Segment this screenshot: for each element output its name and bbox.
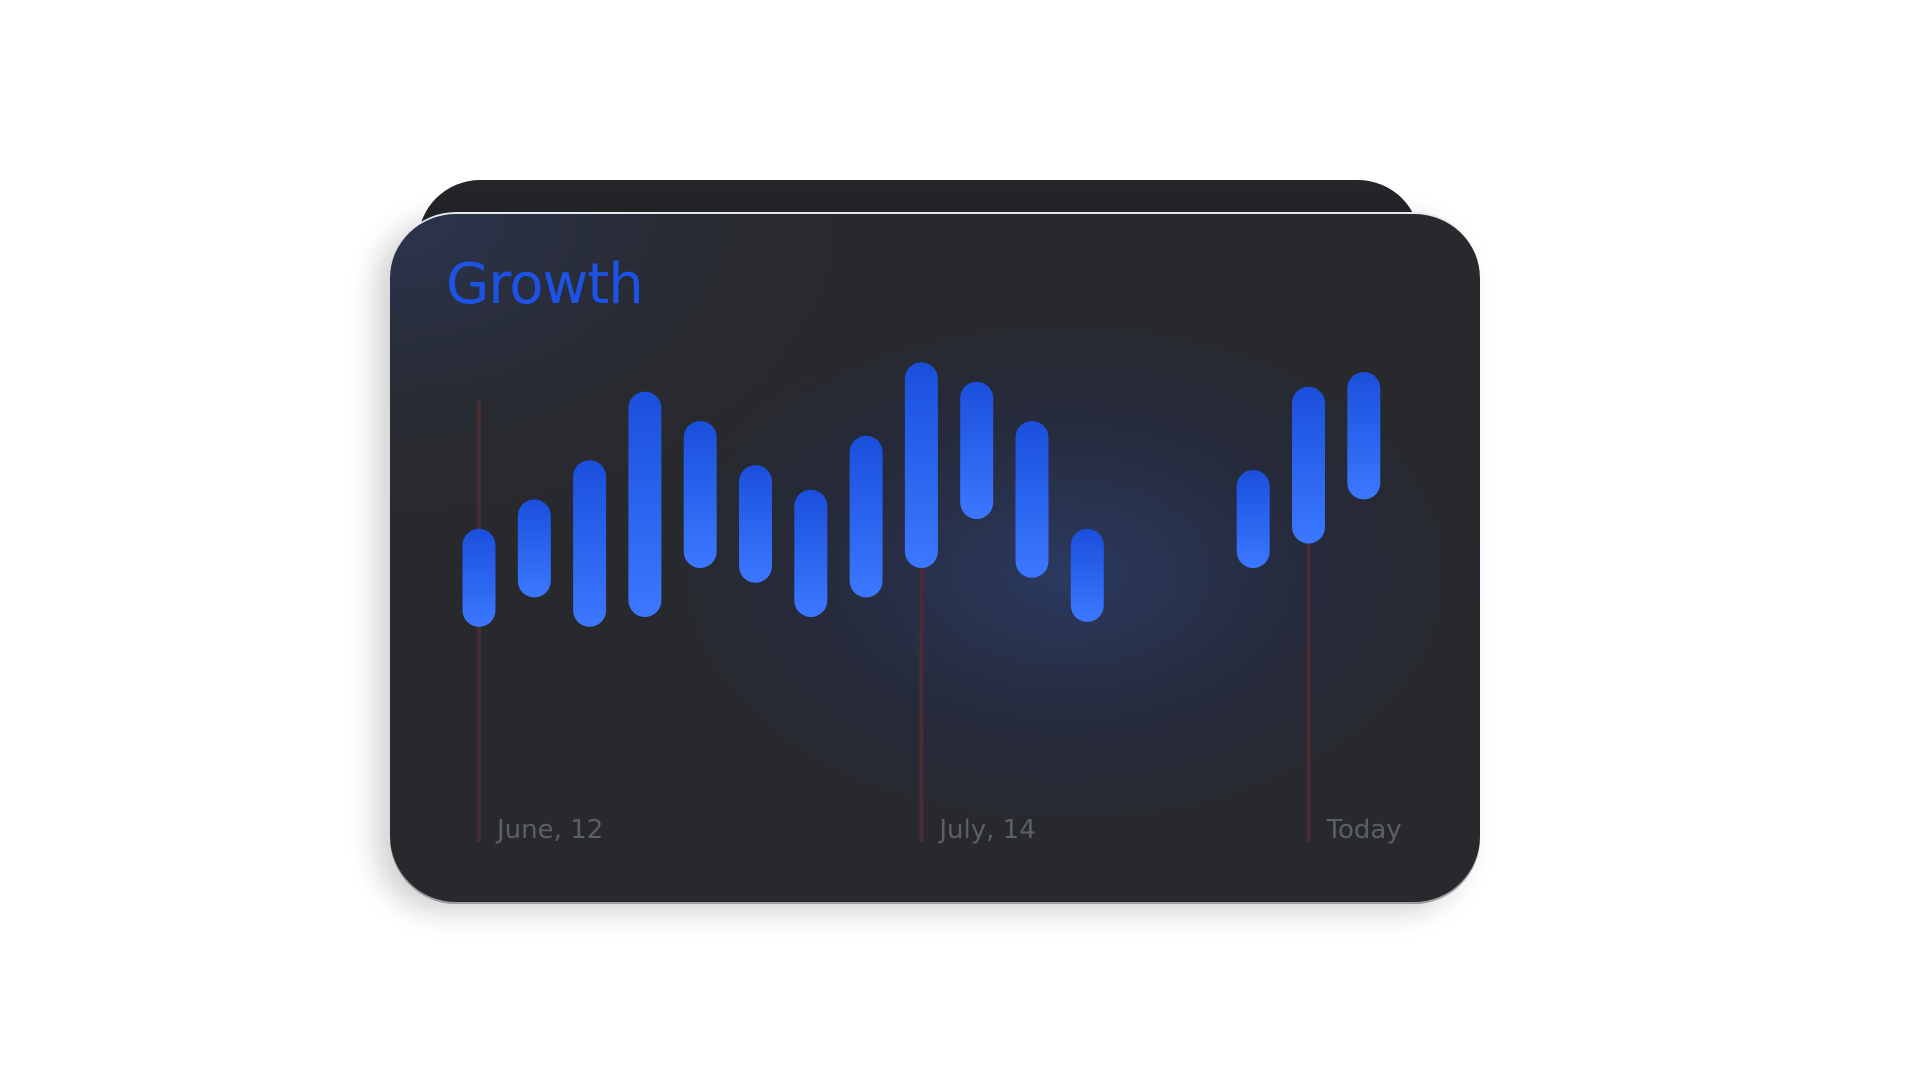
chart-plot: June, 12 July, 14 Today [462,362,1402,845]
range-bar [1292,386,1325,544]
range-bar [517,499,551,598]
range-bar [1236,470,1270,568]
date-label-group: June, 12 July, 14 Today [495,815,1402,845]
range-bar [1070,528,1104,622]
range-bar [683,421,717,568]
date-label: June, 12 [495,815,603,845]
range-bar [904,362,938,568]
range-bar [794,489,828,617]
growth-card: Growth June, 12 July, 14 Today [390,212,1480,904]
range-bar [849,435,883,598]
date-label: Today [1326,815,1402,845]
bar-group [462,362,1381,627]
chart-title: Growth [446,252,644,317]
range-bar [462,528,496,627]
range-bar [628,391,662,617]
range-bar [739,465,772,583]
range-bar [1015,421,1049,578]
range-bar [1347,372,1381,500]
range-bar [573,460,607,627]
date-label: July, 14 [937,815,1035,845]
range-bar [960,381,994,519]
